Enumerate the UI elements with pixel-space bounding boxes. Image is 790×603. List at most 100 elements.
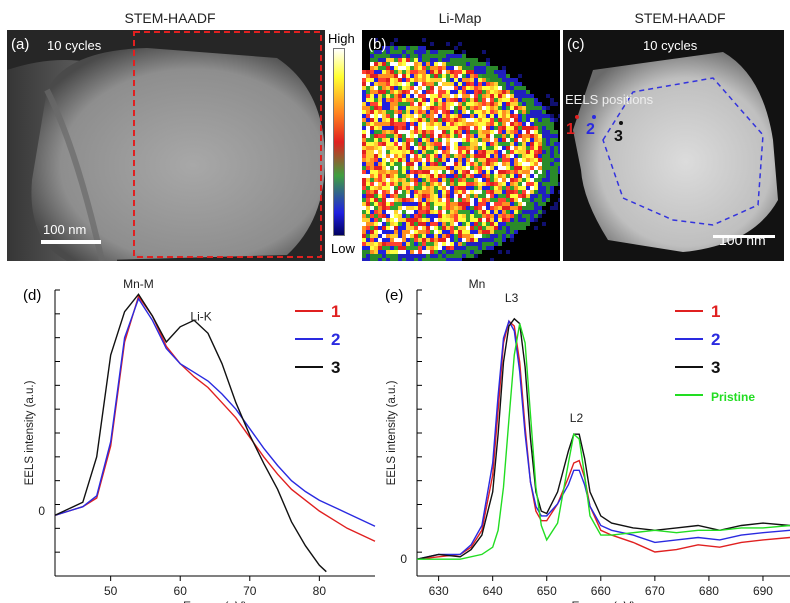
li-map-pixel [482, 114, 486, 118]
li-map-pixel [546, 158, 550, 162]
li-map-pixel [482, 150, 486, 154]
li-map-pixel [398, 110, 402, 114]
li-map-pixel [530, 210, 534, 214]
li-map-pixel [374, 158, 378, 162]
li-map-pixel [434, 258, 438, 261]
li-map-pixel [522, 206, 526, 210]
li-map-pixel [458, 102, 462, 106]
li-map-pixel [430, 198, 434, 202]
li-map-pixel [490, 98, 494, 102]
li-map-pixel [510, 178, 514, 182]
li-map-pixel [378, 190, 382, 194]
li-map-pixel [434, 150, 438, 154]
li-map-pixel [474, 142, 478, 146]
li-map-pixel [454, 254, 458, 258]
li-map-pixel [418, 114, 422, 118]
li-map-pixel [430, 254, 434, 258]
li-map-pixel [362, 246, 366, 250]
li-map-pixel [446, 166, 450, 170]
li-map-pixel [374, 62, 378, 66]
li-map-pixel [362, 214, 366, 218]
li-map-pixel [466, 86, 470, 90]
li-map-pixel [394, 114, 398, 118]
li-map-pixel [538, 186, 542, 190]
li-map-pixel [458, 246, 462, 250]
li-map-pixel [542, 198, 546, 202]
li-map-pixel [554, 154, 558, 158]
li-map-pixel [506, 178, 510, 182]
li-map-pixel [402, 122, 406, 126]
li-map-pixel [462, 246, 466, 250]
li-map-pixel [418, 246, 422, 250]
li-map-pixel [378, 206, 382, 210]
li-map-pixel [546, 186, 550, 190]
li-map-pixel [478, 194, 482, 198]
li-map-pixel [398, 102, 402, 106]
li-map-pixel [510, 186, 514, 190]
li-map-pixel [518, 194, 522, 198]
li-map-pixel [386, 234, 390, 238]
li-map-pixel [398, 246, 402, 250]
li-map-pixel [398, 250, 402, 254]
li-map-pixel [442, 222, 446, 226]
li-map-pixel [370, 126, 374, 130]
li-map-pixel [402, 170, 406, 174]
li-map-pixel [454, 218, 458, 222]
li-map-pixel [430, 110, 434, 114]
li-map-pixel [510, 106, 514, 110]
li-map-pixel [414, 238, 418, 242]
li-map-pixel [446, 238, 450, 242]
li-map-pixel [470, 226, 474, 230]
li-map-pixel [506, 98, 510, 102]
li-map-pixel [442, 226, 446, 230]
chart-title: Mn [469, 277, 486, 291]
li-map-pixel [426, 238, 430, 242]
li-map-pixel [434, 154, 438, 158]
li-map-pixel [458, 186, 462, 190]
li-map-pixel [410, 246, 414, 250]
li-map-pixel [378, 50, 382, 54]
li-map-pixel [390, 202, 394, 206]
li-map-pixel [422, 78, 426, 82]
li-map-pixel [514, 126, 518, 130]
li-map-pixel [434, 78, 438, 82]
li-map-pixel [422, 46, 426, 50]
li-map-pixel [482, 134, 486, 138]
li-map-pixel [446, 106, 450, 110]
li-map-pixel [434, 246, 438, 250]
li-map-pixel [362, 158, 366, 162]
li-map-pixel [398, 162, 402, 166]
li-map-pixel [498, 226, 502, 230]
li-map-pixel [474, 206, 478, 210]
li-map-pixel [494, 74, 498, 78]
li-map-pixel [402, 130, 406, 134]
li-map-pixel [490, 118, 494, 122]
li-map-pixel [534, 170, 538, 174]
li-map-pixel [390, 50, 394, 54]
li-map-pixel [486, 234, 490, 238]
li-map-pixel [486, 182, 490, 186]
li-map-pixel [502, 150, 506, 154]
li-map-pixel [454, 58, 458, 62]
li-map-pixel [370, 82, 374, 86]
li-map-pixel [498, 182, 502, 186]
li-map-pixel [478, 226, 482, 230]
li-map-pixel [462, 162, 466, 166]
li-map-pixel [434, 254, 438, 258]
li-map-pixel [374, 202, 378, 206]
li-map-pixel [422, 198, 426, 202]
li-map-pixel [542, 122, 546, 126]
li-map-pixel [478, 238, 482, 242]
li-map-pixel [398, 94, 402, 98]
li-map-pixel [474, 102, 478, 106]
li-map-pixel [546, 166, 550, 170]
li-map-pixel [486, 86, 490, 90]
li-map-pixel [410, 222, 414, 226]
li-map-pixel [402, 234, 406, 238]
li-map-pixel [390, 106, 394, 110]
li-map-pixel [390, 254, 394, 258]
li-map-pixel [366, 122, 370, 126]
li-map-pixel [374, 190, 378, 194]
li-map-pixel [502, 142, 506, 146]
li-map-pixel [410, 106, 414, 110]
